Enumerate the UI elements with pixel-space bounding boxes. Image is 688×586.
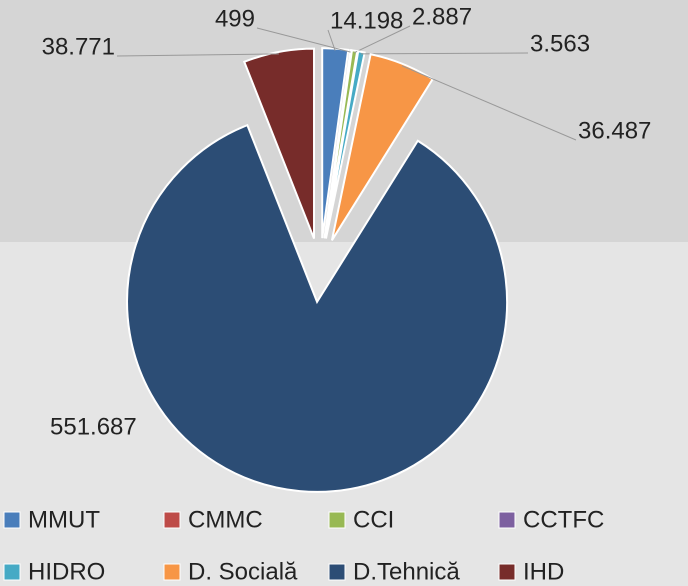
legend-swatch (328, 563, 346, 581)
data-label: 36.487 (578, 117, 651, 144)
leader-line (354, 25, 411, 54)
legend-swatch (163, 563, 181, 581)
data-label: 2.887 (412, 3, 472, 30)
pie-slice (324, 50, 366, 239)
data-label: 551.687 (50, 413, 137, 440)
legend-label: MMUT (28, 506, 100, 533)
data-label: 38.771 (42, 33, 115, 60)
legend-label: HIDRO (28, 558, 105, 585)
legend-label: D.Tehnică (353, 558, 460, 585)
legend-swatch (328, 511, 346, 529)
pie-slice (126, 123, 509, 493)
legend-label: CCTFC (523, 506, 604, 533)
leader-line (361, 52, 529, 55)
leader-line (401, 65, 577, 141)
legend-label: CMMC (188, 506, 263, 533)
pie-slice (242, 47, 316, 239)
legend-label: CCI (353, 506, 394, 533)
legend-swatch (3, 511, 21, 529)
data-label: 499 (215, 5, 255, 32)
legend-swatch (163, 511, 181, 529)
leader-line (327, 29, 336, 51)
legend-label: D. Socială (188, 558, 298, 585)
data-label: 14.198 (330, 7, 403, 34)
legend-swatch (498, 563, 516, 581)
leader-line (256, 27, 351, 53)
leader-line (116, 53, 279, 57)
legend-swatch (3, 563, 21, 581)
data-label: 3.563 (530, 30, 590, 57)
legend-swatch (498, 511, 516, 529)
legend-label: IHD (523, 558, 564, 585)
